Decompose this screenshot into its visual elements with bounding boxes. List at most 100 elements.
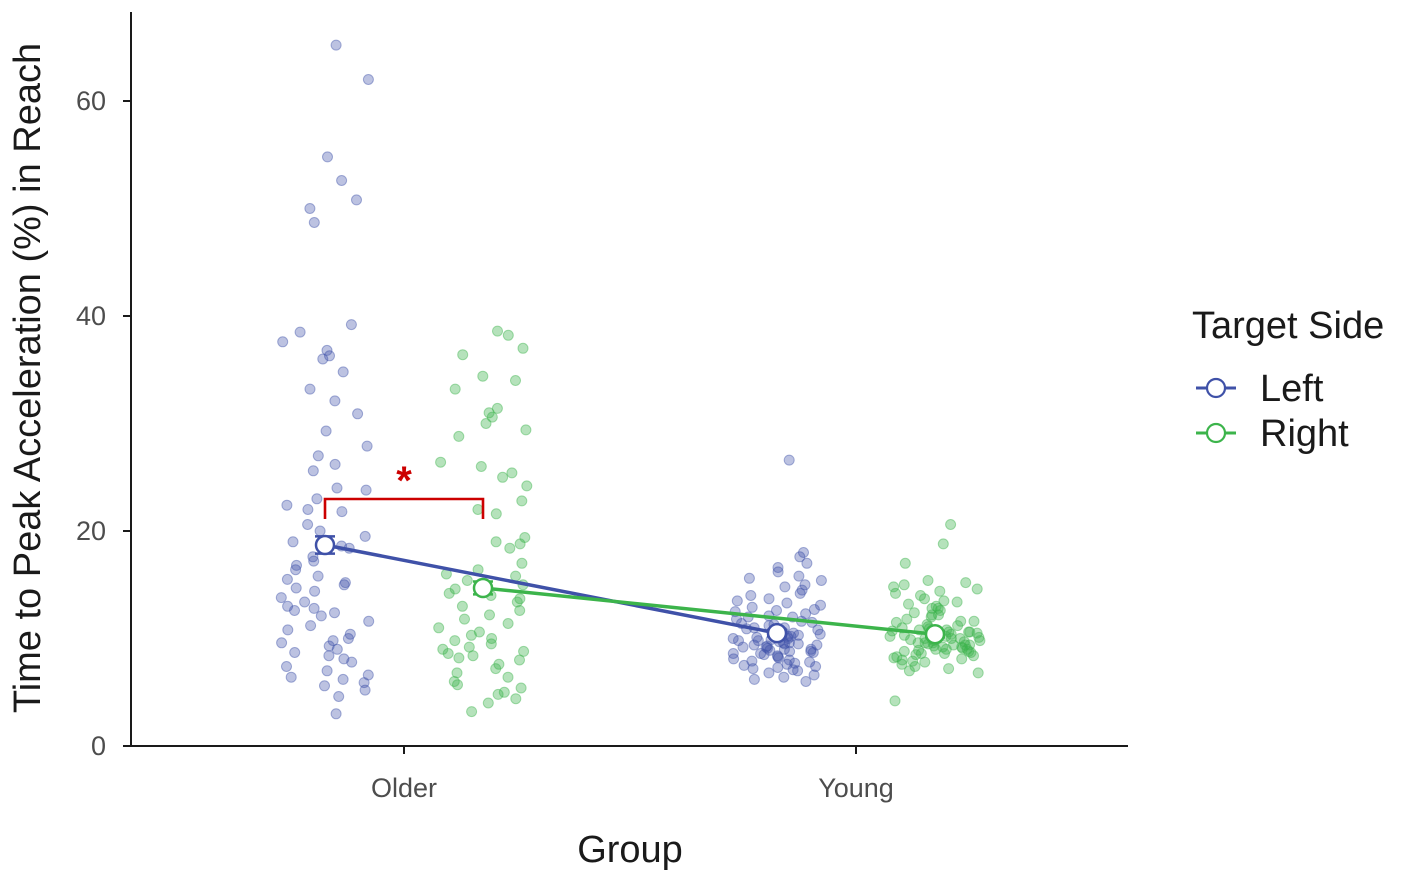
data-point (330, 708, 342, 720)
y-axis-title: Time to Peak Acceleration (%) in Reach (7, 43, 49, 713)
data-point (337, 366, 349, 378)
data-point (772, 651, 784, 663)
data-point (465, 629, 477, 641)
data-point (890, 587, 901, 599)
data-point (963, 645, 975, 657)
data-point (482, 697, 494, 709)
data-point (360, 484, 372, 496)
data-point (362, 74, 374, 85)
data-point (281, 573, 293, 585)
data-point (787, 664, 799, 676)
data-point (763, 593, 775, 605)
data-point (323, 640, 335, 652)
data-point (961, 643, 973, 655)
data-point (290, 564, 302, 576)
data-point (783, 454, 795, 466)
data-point (516, 495, 528, 507)
data-point (938, 595, 950, 607)
legend-title: Target Side (1192, 305, 1384, 347)
data-point (910, 649, 922, 661)
data-point (351, 194, 362, 206)
data-point (915, 648, 927, 659)
data-point (926, 602, 938, 614)
data-point (792, 629, 804, 641)
data-point (937, 641, 949, 653)
data-point (783, 654, 795, 666)
data-point (801, 557, 813, 569)
data-point (814, 628, 826, 640)
data-point (731, 595, 743, 607)
data-point (763, 667, 775, 679)
x-ticks: Older Young (371, 746, 894, 803)
data-point (908, 607, 920, 619)
data-point (804, 656, 816, 668)
data-point (964, 639, 976, 651)
data-point (493, 658, 505, 670)
data-point (752, 635, 764, 647)
data-point (497, 471, 509, 483)
data-point (492, 325, 503, 337)
data-point (330, 39, 342, 51)
data-point (909, 661, 921, 672)
data-point (277, 336, 289, 348)
data-point (748, 673, 760, 685)
data-point (456, 600, 468, 612)
data-point (751, 631, 763, 643)
data-point (361, 440, 373, 452)
data-point (472, 504, 484, 515)
data-point (891, 651, 903, 663)
data-point (758, 649, 770, 661)
data-point (903, 665, 915, 677)
data-point (788, 627, 799, 639)
mean-marker (924, 623, 946, 645)
data-point (792, 638, 804, 650)
x-tick-label: Young (818, 773, 894, 803)
data-point (727, 633, 739, 644)
mean-lines (314, 534, 946, 645)
data-point (772, 662, 784, 673)
data-point (363, 615, 375, 627)
data-point (896, 658, 908, 670)
data-point (901, 613, 913, 625)
data-point (281, 499, 293, 511)
data-point (784, 645, 796, 657)
data-point (743, 572, 755, 584)
data-point (778, 643, 790, 655)
data-point (956, 653, 968, 665)
data-point (333, 691, 345, 702)
data-point (504, 542, 516, 554)
data-point (485, 638, 497, 650)
data-point (798, 547, 809, 558)
data-point (948, 639, 959, 651)
data-point (502, 671, 514, 683)
data-point (805, 643, 817, 655)
data-point (336, 506, 348, 518)
significance-annotation: * (323, 459, 485, 519)
data-point (319, 680, 330, 692)
data-point (449, 635, 461, 647)
data-point (514, 654, 525, 666)
data-point (515, 682, 527, 694)
data-point (448, 676, 460, 687)
data-point (748, 639, 760, 651)
data-point (302, 504, 314, 515)
data-point (737, 641, 749, 653)
data-point (346, 656, 358, 668)
data-point (304, 383, 316, 395)
data-point (815, 575, 827, 586)
data-point (490, 508, 502, 520)
data-point (943, 663, 955, 675)
data-point (463, 641, 475, 653)
x-tick-label: Older (371, 773, 437, 803)
data-point (807, 647, 819, 658)
data-point (971, 583, 983, 595)
data-point (939, 648, 950, 659)
data-point (308, 555, 320, 567)
data-point (457, 349, 469, 361)
data-point (973, 631, 985, 643)
data-point (453, 430, 465, 442)
data-point (502, 329, 514, 341)
legend-label-right: Right (1260, 413, 1349, 455)
data-point (510, 693, 522, 705)
data-point (800, 608, 812, 620)
